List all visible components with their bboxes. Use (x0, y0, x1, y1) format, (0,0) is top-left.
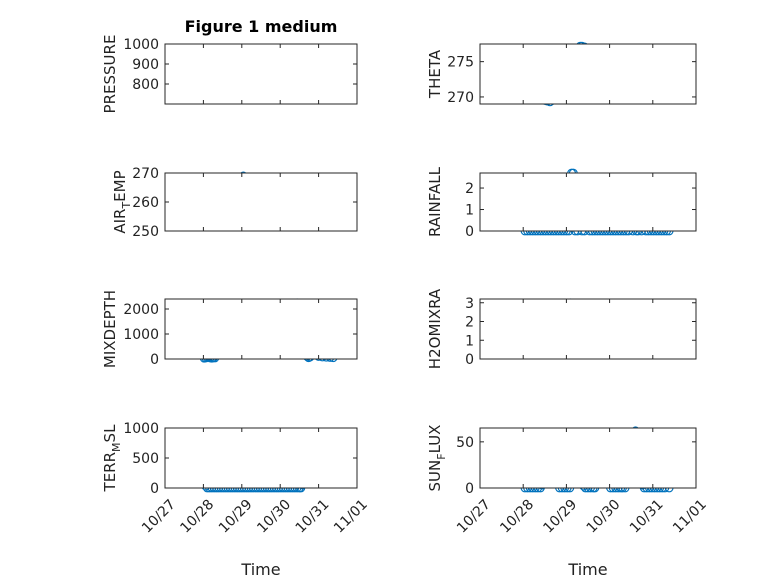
axes-frame (164, 43, 358, 105)
ticks: 800 900 1000 (123, 37, 358, 104)
y-tick-label: 0 (150, 352, 159, 368)
y-tick-label: 1 (465, 333, 474, 349)
y-label-main: AIR (111, 209, 129, 234)
y-tick-label: 1 (465, 203, 474, 219)
y-label-suffix: EMP (111, 170, 129, 201)
y-axis-label: SUNFLUX (426, 425, 448, 492)
y-tick-label: 2 (465, 315, 474, 331)
y-tick-label: 0 (465, 224, 474, 240)
y-tick-label: 260 (132, 195, 159, 211)
y-label-main: SUN (426, 460, 444, 492)
y-label-suffix: LUX (426, 425, 444, 454)
figure-title: Figure 1 medium (185, 17, 338, 36)
ticks: 270 275 (447, 44, 697, 106)
subplot-6: 0 1 2 3 H2OMIXRA (426, 288, 697, 369)
y-tick-label: 2000 (123, 302, 159, 318)
x-axis-label: Time (240, 560, 280, 579)
x-tick-label: 10/29 (540, 497, 580, 537)
x-tick-label: 10/27 (454, 497, 494, 537)
axes-frame (164, 427, 358, 489)
y-label-subscript: F (435, 453, 448, 459)
y-label-main: H2OMIXRA (426, 288, 444, 369)
axes-frame (479, 298, 697, 360)
y-tick-label: 500 (132, 451, 159, 467)
y-label-subscript: M (110, 442, 123, 452)
y-label-main: RAINFALL (426, 166, 444, 237)
axes-frame (164, 172, 358, 232)
y-axis-label: TERRMSL (101, 424, 123, 493)
y-label-subscript: T (120, 202, 133, 210)
y-axis-label: PRESSURE (101, 35, 119, 114)
y-tick-label: 270 (132, 166, 159, 182)
y-axis-label: AIRTEMP (111, 170, 133, 233)
y-tick-label: 275 (447, 55, 474, 71)
y-axis-label: H2OMIXRA (426, 288, 444, 369)
x-tick-label: 10/30 (584, 497, 624, 537)
x-tick-label: 10/27 (139, 497, 179, 537)
y-tick-label: 1000 (123, 327, 159, 343)
ticks: 0 1 2 3 (465, 296, 697, 368)
y-axis-label: THETA (426, 49, 444, 99)
y-tick-label: 800 (132, 77, 159, 93)
axes-frame (479, 43, 697, 105)
y-label-suffix: SL (101, 424, 119, 443)
axes-frame (164, 298, 358, 360)
y-tick-label: 3 (465, 296, 474, 312)
axes-frame (479, 172, 697, 232)
y-tick-label: 1000 (123, 37, 159, 53)
x-tick-label: 10/31 (293, 497, 333, 537)
y-tick-label: 250 (132, 224, 159, 240)
y-tick-label: 2 (465, 181, 474, 197)
x-tick-label: 10/28 (497, 497, 537, 537)
axes-frame (479, 427, 697, 489)
subplot-8: 0 50 10/27 10/28 10/29 10/30 10/31 11/01 SUNFLUX… (426, 425, 710, 579)
x-tick-label: 10/28 (177, 497, 217, 537)
x-tick-label: 11/01 (670, 497, 710, 537)
y-axis-label: RAINFALL (426, 166, 444, 237)
ticks: 0 1000 2000 (123, 299, 358, 368)
x-tick-label: 10/29 (216, 497, 256, 537)
y-tick-label: 0 (150, 481, 159, 497)
y-label-main: TERR (101, 452, 119, 493)
y-tick-label: 0 (465, 481, 474, 497)
y-axis-label: MIXDEPTH (101, 290, 119, 368)
y-tick-label: 1000 (123, 421, 159, 437)
y-tick-label: 50 (456, 435, 474, 451)
x-tick-label: 10/30 (254, 497, 294, 537)
subplot-4: 0 1 2 RAINFALL (426, 166, 697, 240)
y-tick-label: 900 (132, 57, 159, 73)
y-tick-label: 270 (447, 90, 474, 106)
y-label-main: PRESSURE (101, 35, 119, 114)
ticks: 0 1 2 (465, 173, 697, 240)
y-label-main: THETA (426, 49, 444, 99)
x-axis-label: Time (567, 560, 607, 579)
x-tick-label: 10/31 (627, 497, 667, 537)
y-label-main: MIXDEPTH (101, 290, 119, 368)
x-tick-label: 11/01 (331, 497, 371, 537)
y-tick-label: 0 (465, 352, 474, 368)
ticks: 250 260 270 (132, 166, 358, 240)
